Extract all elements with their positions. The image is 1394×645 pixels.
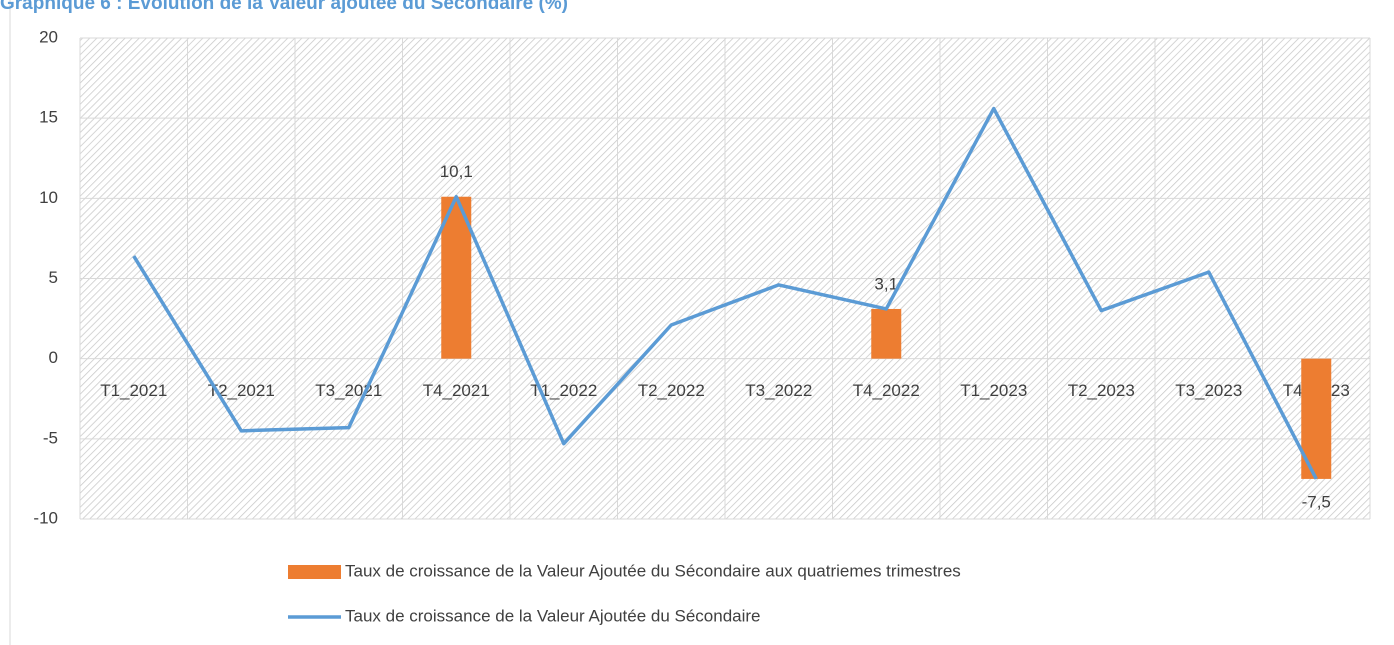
data-label: 10,1 [440, 162, 473, 181]
chart-border [9, 0, 11, 645]
y-tick-label: -10 [33, 508, 58, 527]
x-tick-label: T3_2022 [745, 381, 812, 400]
legend-label: Taux de croissance de la Valeur Ajoutée … [345, 606, 761, 625]
x-tick-label: T1_2022 [530, 381, 597, 400]
y-tick-label: 15 [39, 108, 58, 127]
x-tick-label: T1_2023 [960, 381, 1027, 400]
y-tick-label: 0 [49, 348, 58, 367]
x-tick-label: T2_2021 [208, 381, 275, 400]
legend-label: Taux de croissance de la Valeur Ajoutée … [345, 561, 961, 580]
data-label: 3,1 [874, 274, 898, 293]
x-tick-label: T2_2023 [1068, 381, 1135, 400]
x-tick-label: T3_2023 [1175, 381, 1242, 400]
x-tick-label: T1_2021 [100, 381, 167, 400]
data-label: -7,5 [1302, 492, 1331, 511]
y-tick-label: -5 [43, 428, 58, 447]
chart-title: Graphique 6 : Evolution de la Valeur ajo… [0, 0, 568, 14]
y-tick-label: 5 [49, 268, 58, 287]
x-tick-label: T3_2021 [315, 381, 382, 400]
x-tick-label: T4_2022 [853, 381, 920, 400]
x-tick-label: T2_2022 [638, 381, 705, 400]
y-tick-label: 20 [39, 27, 58, 46]
bar [871, 308, 902, 359]
line [132, 106, 1318, 480]
y-tick-label: 10 [39, 188, 58, 207]
legend-swatch [288, 565, 341, 579]
x-tick-label: T4_2021 [423, 381, 490, 400]
